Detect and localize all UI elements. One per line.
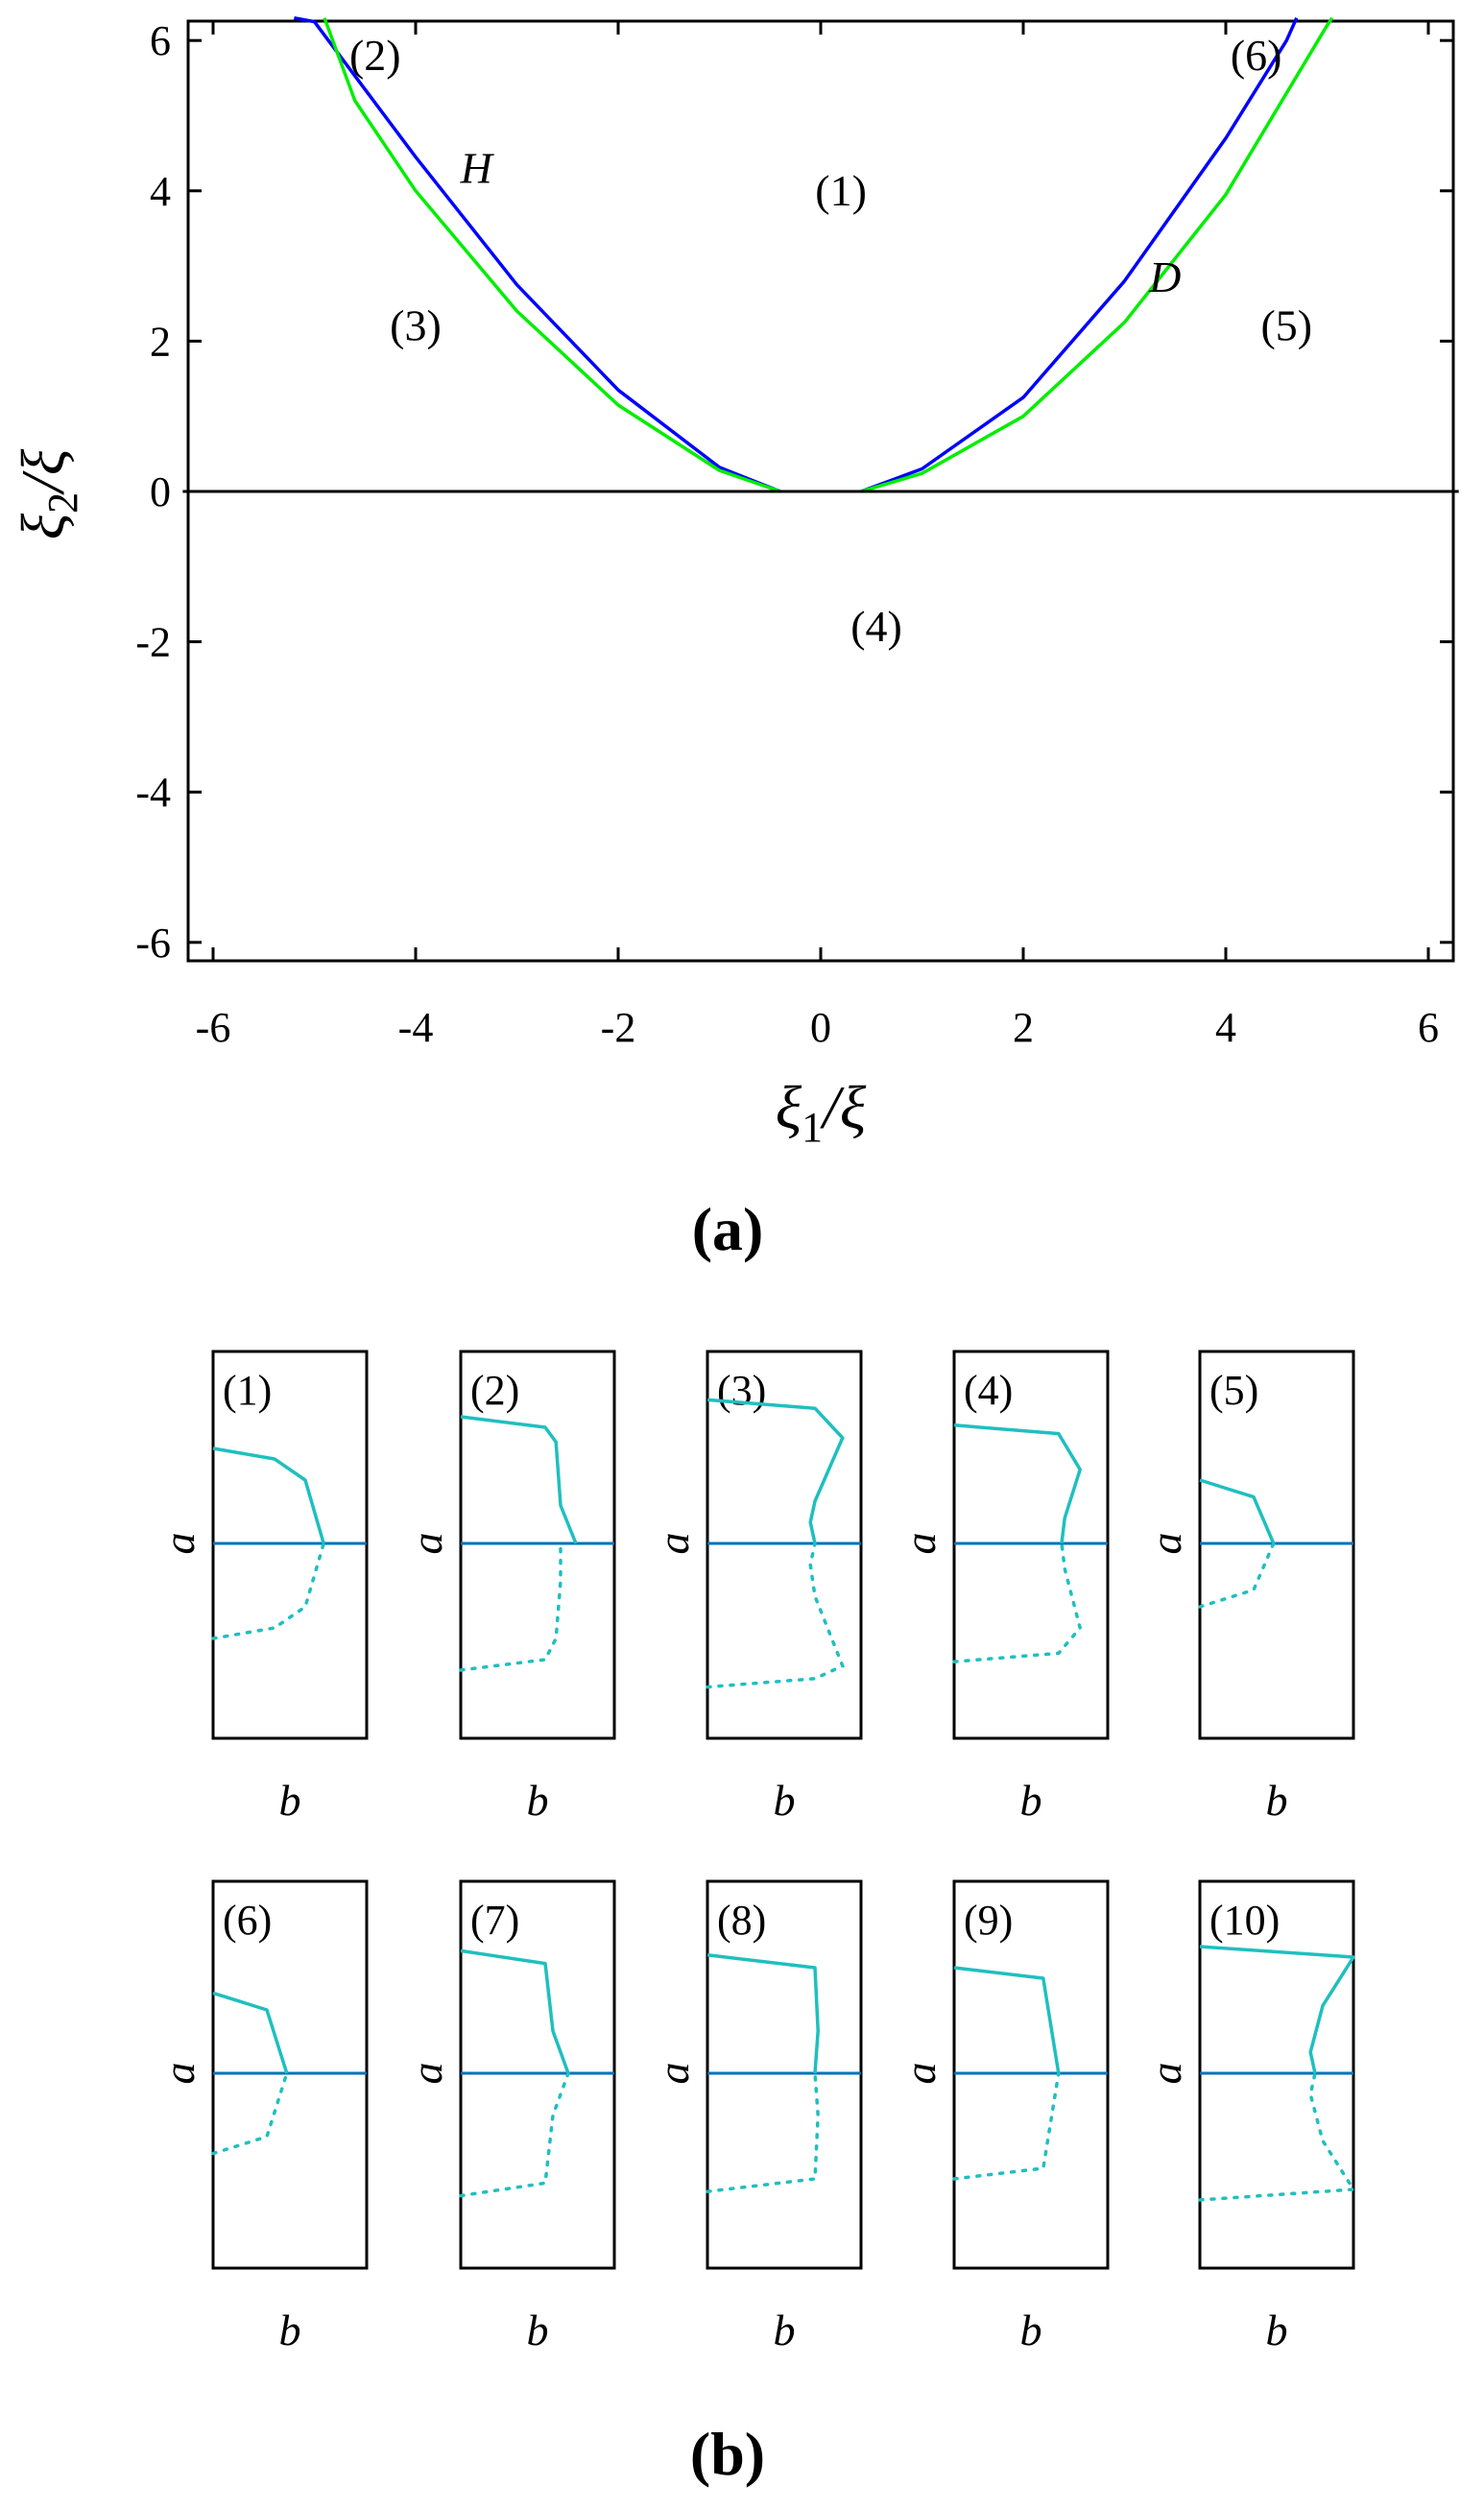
response-y-axis-label: a: [1141, 2063, 1190, 2085]
response-x-axis-label: b: [1266, 1776, 1288, 1825]
response-panel-10: (10) a b: [1141, 1879, 1357, 2355]
x-tick-label: -2: [601, 1004, 636, 1051]
response-y-axis-label: a: [402, 2063, 451, 2085]
stable-branch: [460, 1948, 570, 2074]
y-tick-label: -6: [135, 920, 171, 967]
response-x-axis-label: b: [774, 1776, 796, 1825]
response-panel-6: (6) a b: [155, 1879, 369, 2355]
response-panel-label: (7): [470, 1897, 519, 1944]
response-panel-4: (4) a b: [896, 1350, 1110, 1825]
curve-H-branch-1: [294, 15, 781, 493]
panel-a-region-labels: (1) (2) (3) (4) (5) (6) H D: [349, 31, 1312, 651]
unstable-branch: [1198, 1542, 1276, 1609]
response-panel-label: (5): [1209, 1367, 1258, 1414]
region-label: (2): [349, 31, 401, 80]
response-x-axis-label: b: [527, 2306, 549, 2355]
panel-a-curves: [182, 15, 1459, 493]
response-panel-label: (8): [717, 1897, 766, 1944]
response-x-axis-label: b: [1020, 2306, 1042, 2355]
unstable-branch: [459, 2071, 570, 2198]
y-tick-label: 0: [150, 468, 171, 515]
panel-a-caption: (a): [692, 1195, 764, 1263]
panel-a-x-ticks: -6 -4 -2 0 2 4 6: [196, 21, 1439, 1051]
response-panel-label: (4): [964, 1367, 1013, 1414]
response-y-axis-label: a: [649, 1533, 698, 1555]
response-panel-5: (5) a b: [1141, 1350, 1355, 1825]
unstable-branch: [706, 1542, 846, 1689]
x-tick-label: 2: [1013, 1004, 1034, 1051]
stable-branch: [706, 1398, 845, 1544]
region-label: (6): [1231, 31, 1282, 80]
curve-label-D: D: [1148, 252, 1181, 301]
response-panel-8: (8) a b: [649, 1879, 863, 2355]
response-y-axis-label: a: [155, 1533, 203, 1555]
stable-branch: [212, 1991, 289, 2074]
unstable-branch: [1198, 2071, 1357, 2202]
response-panel-9: (9) a b: [896, 1879, 1110, 2355]
response-panel-7: (7) a b: [402, 1879, 616, 2355]
x-tick-label: -6: [196, 1004, 231, 1051]
panel-a-x-axis-label: ξ1/ξ: [776, 1073, 867, 1151]
curve-label-H: H: [460, 143, 495, 192]
region-label: (1): [815, 166, 867, 215]
response-y-axis-label: a: [896, 2063, 945, 2085]
unstable-branch: [211, 1542, 325, 1640]
response-panel-label: (6): [223, 1897, 272, 1944]
unstable-branch: [952, 1542, 1083, 1663]
curve-D-branch-1: [323, 17, 781, 493]
response-y-axis-label: a: [402, 1533, 451, 1555]
unstable-branch: [706, 2071, 820, 2193]
panel-b-caption: (b): [690, 2420, 765, 2488]
stable-branch: [953, 1966, 1061, 2074]
stable-branch: [212, 1446, 325, 1544]
response-x-axis-label: b: [1266, 2306, 1288, 2355]
response-panel-label: (3): [717, 1367, 766, 1414]
response-panel-2: (2) a b: [402, 1350, 616, 1825]
panel-a-y-ticks: -6 -4 -2 0 2 4 6: [135, 17, 1453, 967]
response-panel-label: (9): [964, 1897, 1013, 1944]
unstable-branch: [459, 1542, 562, 1672]
x-tick-label: -4: [398, 1004, 434, 1051]
panel-b: (1) a b (2) a b (3) a b (4) a b (5) a b (6) a b (7) a b (8) a b…: [155, 1350, 1357, 2355]
region-label: (3): [390, 301, 442, 350]
response-panel-3: (3) a b: [649, 1350, 863, 1825]
stable-branch: [706, 1953, 820, 2074]
stable-branch: [1199, 1945, 1355, 2074]
x-tick-label: 0: [810, 1004, 831, 1051]
region-label: (4): [850, 602, 902, 651]
response-panel-label: (2): [470, 1367, 519, 1414]
x-tick-label: 4: [1215, 1004, 1236, 1051]
unstable-branch: [952, 2071, 1061, 2181]
stable-branch: [1199, 1478, 1276, 1544]
response-x-axis-label: b: [527, 1776, 549, 1825]
response-x-axis-label: b: [279, 2306, 301, 2355]
response-panel-1: (1) a b: [155, 1350, 369, 1825]
y-tick-label: 2: [150, 318, 171, 365]
response-panel-label: (1): [223, 1367, 272, 1414]
response-y-axis-label: a: [1141, 1533, 1190, 1555]
stable-branch: [460, 1415, 578, 1544]
response-x-axis-label: b: [279, 1776, 301, 1825]
unstable-branch: [211, 2071, 289, 2156]
curve-H-branch-2: [860, 16, 1299, 493]
response-y-axis-label: a: [896, 1533, 945, 1555]
y-tick-label: -4: [135, 769, 171, 816]
y-tick-label: 4: [150, 168, 171, 215]
region-label: (5): [1260, 301, 1312, 350]
response-x-axis-label: b: [1020, 1776, 1042, 1825]
stable-branch: [953, 1423, 1082, 1544]
panel-a-y-axis-label: ξ2/ξ: [9, 448, 86, 539]
panel-a: -6 -4 -2 0 2 4 6 -6 -4 -2 0 2 4 6 (1) (2) (3) (4) (5) (6)…: [9, 15, 1459, 1263]
x-tick-label: 6: [1418, 1004, 1439, 1051]
response-y-axis-label: a: [649, 2063, 698, 2085]
y-tick-label: 6: [150, 17, 171, 64]
response-x-axis-label: b: [774, 2306, 796, 2355]
response-panel-label: (10): [1209, 1897, 1280, 1944]
response-y-axis-label: a: [155, 2063, 203, 2085]
curve-D-branch-2: [860, 16, 1334, 493]
y-tick-label: -2: [135, 619, 171, 666]
